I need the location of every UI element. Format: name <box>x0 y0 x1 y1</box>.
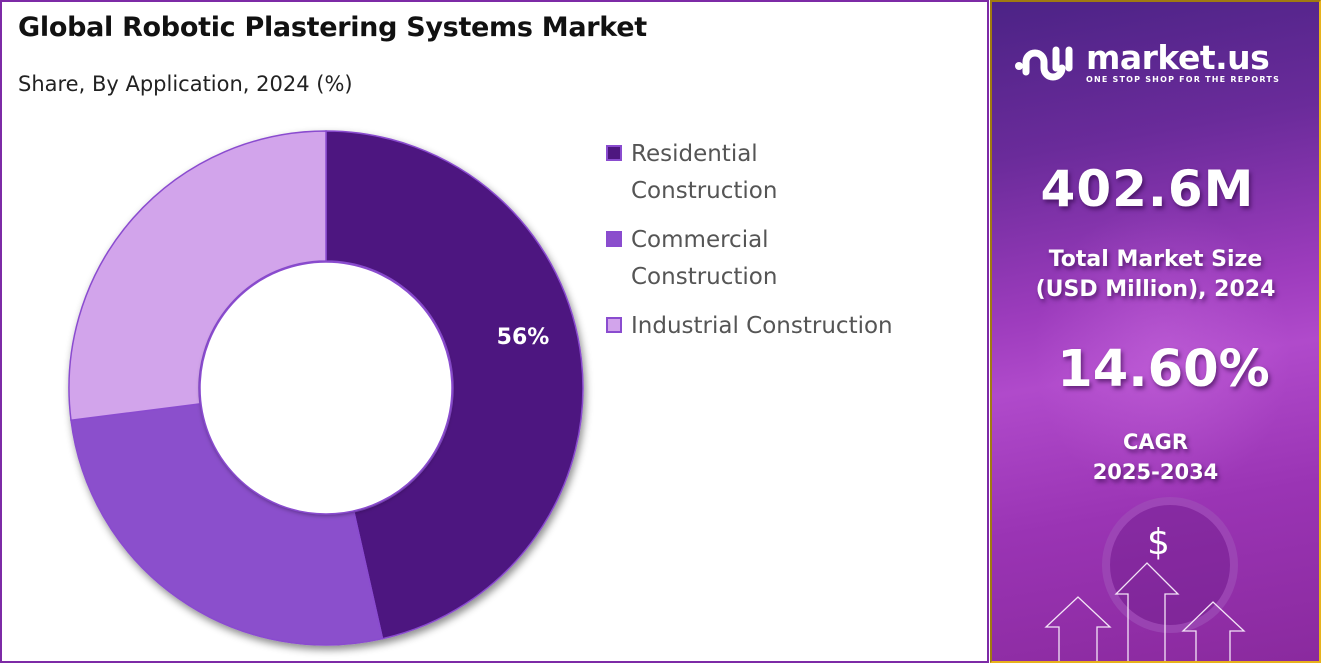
legend-item-commercial[interactable]: Commercial Construction <box>606 222 931 296</box>
chart-subtitle: Share, By Application, 2024 (%) <box>18 72 353 96</box>
segment-commercial[interactable] <box>70 403 384 646</box>
brand-name: market.us <box>1086 38 1270 77</box>
cagr-label-line1: CAGR <box>1122 430 1189 454</box>
coffee-cup-decoration <box>1102 497 1238 633</box>
chart-legend: Residential Construction Commercial Cons… <box>606 136 951 357</box>
donut-chart: 56% <box>68 130 584 646</box>
background-glow <box>1032 202 1292 502</box>
segment-industrial[interactable] <box>68 130 327 422</box>
cagr-label: CAGR 2025-2034 <box>992 427 1319 487</box>
brand-tagline: ONE STOP SHOP FOR THE REPORTS <box>1086 75 1281 84</box>
segment-residential[interactable] <box>325 130 584 640</box>
market-size-label-line2: (USD Million), 2024 <box>1035 277 1276 302</box>
residential-percent-label: 56% <box>497 325 550 350</box>
legend-label-line2: Construction <box>631 178 778 204</box>
chart-title: Global Robotic Plastering Systems Market <box>18 12 647 43</box>
growth-arrows-icon <box>1044 562 1246 661</box>
brand-logo[interactable]: market.us ONE STOP SHOP FOR THE REPORTS <box>1014 38 1281 84</box>
market-us-logo-icon <box>1015 46 1073 81</box>
legend-item-industrial[interactable]: Industrial Construction <box>606 308 951 345</box>
dollar-icon: $ <box>1147 522 1170 563</box>
cagr-value: 14.60% <box>1057 340 1270 399</box>
swatch-industrial <box>606 317 622 333</box>
market-size-label-line1: Total Market Size <box>1048 247 1263 272</box>
cagr-label-line2: 2025-2034 <box>1092 460 1219 484</box>
market-size-label: Total Market Size (USD Million), 2024 <box>992 245 1319 305</box>
summary-panel: market.us ONE STOP SHOP FOR THE REPORTS … <box>990 0 1321 663</box>
legend-label-line1: Residential <box>631 141 758 167</box>
swatch-commercial <box>606 231 622 247</box>
swatch-residential <box>606 145 622 161</box>
legend-label-line1: Industrial Construction <box>631 313 893 339</box>
legend-item-residential[interactable]: Residential Construction <box>606 136 931 210</box>
market-size-value: 402.6M <box>1040 160 1255 218</box>
legend-label-line1: Commercial <box>631 227 769 253</box>
legend-label-line2: Construction <box>631 264 778 290</box>
chart-panel: Global Robotic Plastering Systems Market… <box>0 0 989 663</box>
